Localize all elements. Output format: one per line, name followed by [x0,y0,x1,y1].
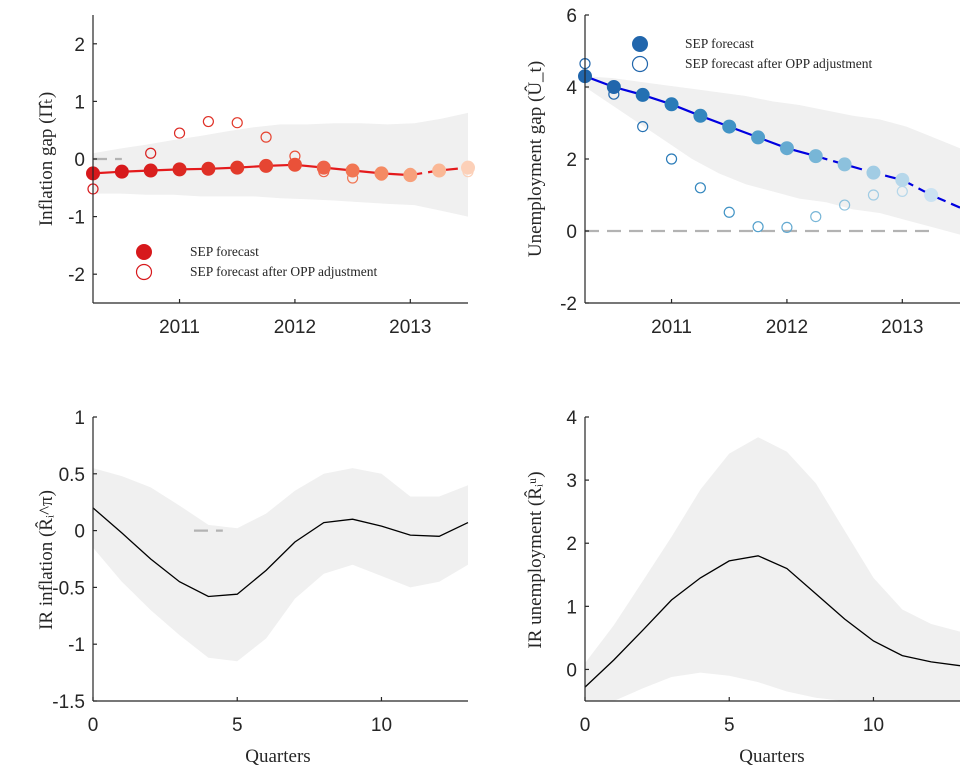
y-tick-label: 0 [566,660,577,681]
y-tick-label: 1 [566,597,577,618]
sep-marker [230,160,245,175]
ir-unemployment-ylabel: IR unemployment (R̂ᵢᵘ) [524,471,546,648]
sep-opp-marker [637,120,649,133]
legend-marker-sep-opp [135,263,153,281]
sep-marker [808,149,823,164]
x-tick-label: 0 [88,715,99,736]
sep-marker [259,158,274,173]
sep-opp-marker [202,115,214,128]
x-tick-label: 5 [232,715,243,736]
ir-inflation-panel: -1.5-1-0.500.510 5 10 IR inflation (R̂ᵢ^π)… [35,408,469,767]
legend-marker-sep-opp [631,55,649,73]
unemployment-legend: SEP forecast SEP forecast after OPP adju… [631,36,872,73]
sep-marker [403,168,418,183]
sep-opp-marker [173,127,186,139]
sep-opp-marker [665,153,678,165]
y-tick-label: 0 [74,522,85,543]
sep-marker [316,160,331,175]
x-tick-label: 2011 [651,317,692,338]
sep-marker [345,163,360,178]
sep-opp-marker [781,221,793,233]
sep-opp-marker [145,147,157,159]
unemployment-gap-panel: -2 0 2 4 6 2011 2012 2013 Unemployment gap (Û_t… [524,6,960,338]
legend-marker-sep [136,244,152,260]
confidence-band [93,468,468,662]
sep-marker [895,172,910,187]
y-tick-label: 1 [74,92,85,113]
sep-opp-marker [260,131,272,143]
sep-marker [374,166,389,181]
y-tick-label: 3 [566,471,577,492]
legend-label-sep: SEP forecast [685,36,754,51]
y-tick-label: -1 [68,208,85,229]
y-tick-label: -1 [68,635,85,656]
sep-marker [461,160,475,175]
sep-marker [114,164,129,179]
sep-opp-marker [839,199,851,211]
confidence-band [585,76,960,235]
sep-marker [924,188,939,202]
sep-marker [201,161,216,176]
ir-unemployment-xlabel: Quarters [739,746,804,767]
sep-opp-marker [867,189,880,201]
x-tick-label: 10 [371,715,392,736]
y-tick-label: 2 [566,150,577,171]
legend-marker-sep [632,36,648,52]
sep-opp-marker [694,182,706,194]
y-tick-label: 0.5 [59,465,85,486]
y-tick-label: -0.5 [52,578,85,599]
sep-marker [143,163,158,178]
y-tick-label: 0 [566,222,577,243]
x-tick-label: 2012 [274,317,316,338]
inflation-gap-ylabel: Inflation gap (Π̂ₜ) [36,92,57,226]
sep-marker [693,108,708,123]
legend-label-sep-opp: SEP forecast after OPP adjustment [190,264,377,279]
confidence-band [585,437,960,701]
sep-opp-marker [723,206,735,218]
sep-marker [287,157,302,172]
y-tick-label: 4 [566,78,577,99]
unemployment-gap-ylabel: Unemployment gap (Û_t) [524,61,546,257]
impulse-response-line [584,555,960,688]
y-tick-label: 2 [74,35,85,56]
sep-opp-marker [752,221,764,233]
sep-marker [751,130,766,145]
legend-label-sep-opp: SEP forecast after OPP adjustment [685,56,872,71]
ir-unemployment-panel: 0 1 2 3 4 0 5 10 IR unemployment (R̂ᵢᵘ) Quarter… [524,408,960,767]
x-tick-label: 5 [724,715,735,736]
ir-inflation-ylabel: IR inflation (R̂ᵢ^π) [35,490,57,630]
y-tick-label: -2 [560,294,577,315]
impulse-response-line [92,507,469,598]
y-tick-label: -2 [68,265,85,286]
x-tick-label: 10 [863,715,884,736]
sep-opp-marker [810,211,822,223]
y-tick-label: -1.5 [52,692,85,713]
inflation-legend: SEP forecast SEP forecast after OPP adju… [135,244,377,281]
ir-inflation-xlabel: Quarters [245,746,310,767]
sep-marker [432,163,447,178]
x-tick-label: 2011 [159,317,200,338]
x-tick-label: 2013 [881,317,923,338]
y-tick-label: 0 [74,150,85,171]
sep-marker [172,162,187,177]
y-tick-label: 2 [566,534,577,555]
sep-marker [722,119,737,134]
sep-marker [866,165,881,180]
y-tick-label: 4 [566,408,577,429]
x-tick-label: 2012 [766,317,808,338]
legend-label-sep: SEP forecast [190,244,259,259]
sep-marker [635,87,650,102]
sep-marker [779,141,794,156]
sep-marker [837,157,852,172]
sep-opp-marker [231,117,243,129]
y-tick-label: 1 [74,408,85,429]
y-tick-label: 6 [566,6,577,27]
sep-marker [606,80,621,94]
sep-marker [664,97,679,112]
x-tick-label: 0 [580,715,591,736]
x-tick-label: 2013 [389,317,431,338]
